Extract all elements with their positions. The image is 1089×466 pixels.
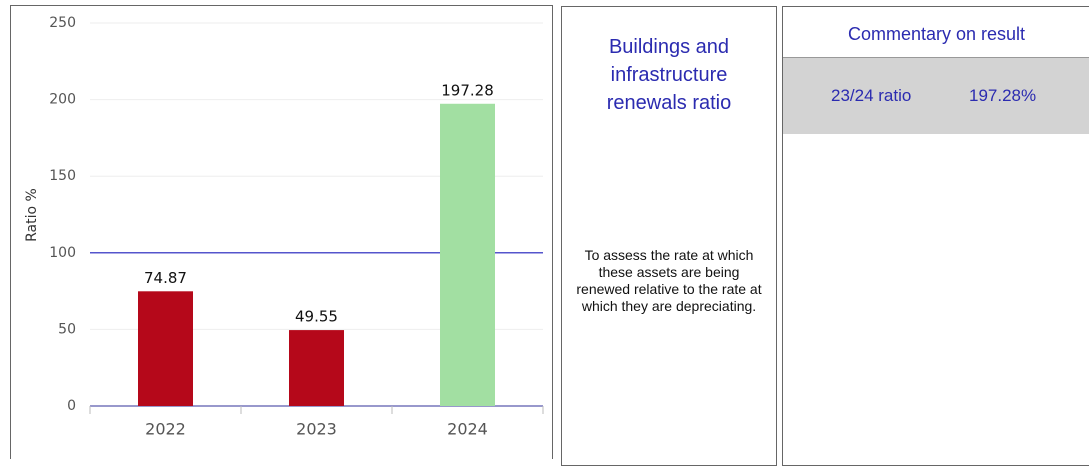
commentary-panel: Commentary on result 23/24 ratio 197.28% — [782, 6, 1089, 466]
data-label: 197.28 — [441, 81, 494, 99]
commentary-row: 23/24 ratio 197.28% — [783, 58, 1089, 134]
y-axis-label: Ratio % — [24, 188, 40, 242]
x-tick-label: 2023 — [296, 420, 337, 439]
y-tick-label: 100 — [49, 245, 76, 261]
bar — [138, 291, 193, 406]
y-tick-label: 200 — [49, 92, 76, 108]
chart: Ratio % 0 50 100 150 200 250 2022 74.87 2023 49.5… — [10, 5, 553, 459]
y-tick-label: 0 — [67, 398, 76, 414]
y-tick-label: 150 — [49, 168, 76, 184]
commentary-header: Commentary on result — [783, 7, 1089, 58]
bar — [289, 330, 344, 406]
metric-title: Buildings and infrastructure renewals ra… — [606, 36, 732, 114]
bar — [440, 103, 495, 407]
commentary-label: 23/24 ratio — [831, 86, 912, 105]
x-tick-label: 2022 — [145, 420, 186, 439]
commentary-value: 197.28% — [969, 86, 1037, 105]
y-tick-label: 250 — [49, 15, 76, 31]
data-label: 74.87 — [144, 269, 187, 287]
metric-description: To assess the rate at which these assets… — [576, 247, 762, 314]
data-label: 49.55 — [295, 308, 338, 326]
x-tick-label: 2024 — [447, 420, 488, 439]
title-panel: Buildings and infrastructure renewals ra… — [561, 6, 777, 466]
chart-border — [10, 5, 553, 459]
y-tick-label: 50 — [58, 321, 76, 337]
